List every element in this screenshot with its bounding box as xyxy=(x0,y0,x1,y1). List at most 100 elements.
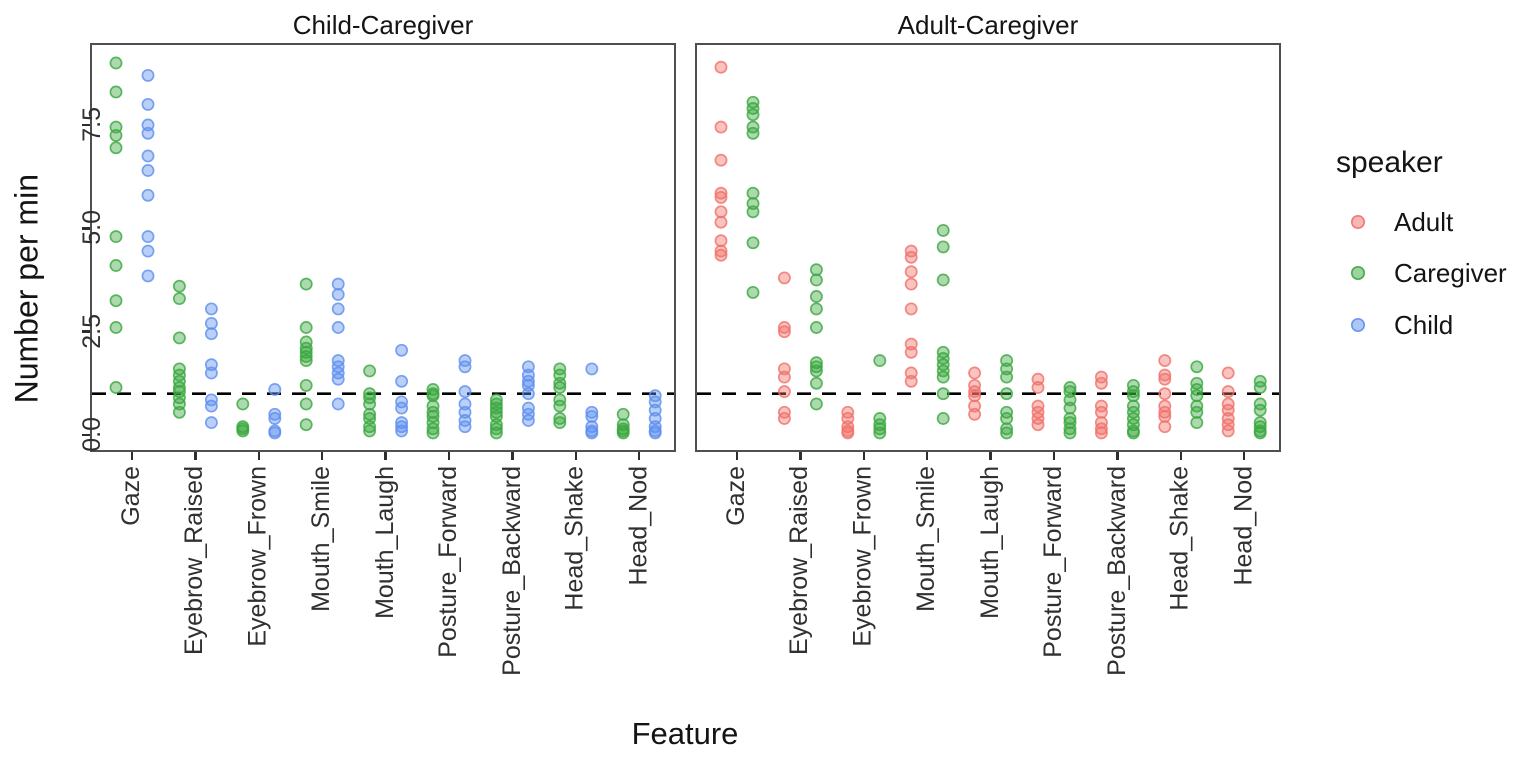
data-point xyxy=(204,366,218,380)
data-point xyxy=(746,236,760,250)
data-point xyxy=(746,186,760,200)
data-point xyxy=(873,422,887,436)
data-point xyxy=(395,401,409,415)
category-label: Posture_Backward xyxy=(497,466,526,676)
data-point xyxy=(331,288,345,301)
data-point xyxy=(1031,418,1045,432)
data-point xyxy=(109,56,123,70)
data-point xyxy=(648,426,662,440)
data-point xyxy=(1063,401,1077,415)
data-point xyxy=(1063,412,1077,425)
y-axis-title: Number per min xyxy=(8,174,44,404)
data-point xyxy=(904,277,918,291)
data-point xyxy=(236,397,250,411)
data-point xyxy=(363,424,377,438)
data-point xyxy=(585,362,599,376)
x-tick xyxy=(447,452,451,460)
x-tick xyxy=(1116,452,1119,460)
data-point xyxy=(141,164,155,177)
data-point xyxy=(458,360,472,374)
data-point xyxy=(968,389,982,403)
data-point xyxy=(746,126,760,140)
y-tick xyxy=(82,227,90,230)
data-point xyxy=(904,345,918,359)
panel-adult-caregiver xyxy=(695,43,1281,452)
data-point xyxy=(172,279,186,293)
data-point xyxy=(141,188,155,202)
data-point xyxy=(395,424,409,438)
y-tick xyxy=(82,123,90,127)
data-point xyxy=(489,405,503,419)
data-point xyxy=(936,387,950,401)
legend-label: Adult xyxy=(1394,206,1454,237)
data-point xyxy=(109,259,123,272)
y-tick-label: 2.5 xyxy=(78,313,106,349)
data-point xyxy=(553,416,567,430)
data-point xyxy=(553,412,567,425)
category-label: Eyebrow_Raised xyxy=(785,466,814,655)
data-point xyxy=(714,215,728,229)
data-point xyxy=(1253,426,1267,440)
data-point xyxy=(777,370,791,384)
data-point xyxy=(1000,370,1014,384)
data-point xyxy=(204,399,218,413)
data-point xyxy=(777,325,791,339)
data-point xyxy=(1094,422,1108,436)
data-point xyxy=(1031,381,1045,394)
data-point xyxy=(299,277,313,291)
data-point xyxy=(714,186,728,200)
data-point xyxy=(204,416,218,430)
data-point xyxy=(904,302,918,316)
data-point xyxy=(1000,422,1014,436)
data-point xyxy=(141,149,155,163)
data-point xyxy=(714,234,728,248)
category-label: Mouth_Laugh xyxy=(975,466,1004,619)
data-point xyxy=(1221,424,1235,438)
data-point xyxy=(109,321,123,334)
data-point xyxy=(1063,381,1077,394)
data-point xyxy=(809,397,823,411)
data-point xyxy=(1158,368,1172,382)
data-point xyxy=(331,277,345,291)
legend-entry-caregiver: Caregiver xyxy=(1350,257,1507,289)
data-point xyxy=(1190,405,1204,419)
data-point xyxy=(172,405,186,419)
x-tick xyxy=(1179,452,1183,460)
data-point xyxy=(714,120,728,134)
data-point xyxy=(426,422,440,436)
data-point xyxy=(426,389,440,403)
x-tick xyxy=(194,452,197,460)
category-label: Posture_Forward xyxy=(1039,466,1067,658)
data-point xyxy=(1190,389,1204,403)
data-point xyxy=(936,273,950,287)
x-tick xyxy=(637,452,641,460)
data-point xyxy=(585,426,599,440)
data-point xyxy=(109,381,123,394)
data-point xyxy=(204,327,218,341)
category-label: Posture_Forward xyxy=(434,466,462,658)
data-point xyxy=(904,374,918,388)
data-point xyxy=(714,60,728,74)
x-tick xyxy=(511,452,514,460)
legend-entry-adult: Adult xyxy=(1350,206,1453,238)
data-point xyxy=(1253,403,1267,417)
data-point xyxy=(395,374,409,388)
data-point xyxy=(1063,426,1077,440)
data-point xyxy=(1158,405,1172,419)
facet-title-child-caregiver: Child-Caregiver xyxy=(292,10,474,40)
data-point xyxy=(141,126,155,140)
data-point xyxy=(363,397,377,411)
data-point xyxy=(1190,360,1204,374)
data-point xyxy=(489,422,503,436)
data-point xyxy=(777,385,791,399)
data-point xyxy=(1221,385,1235,399)
data-point xyxy=(363,420,377,434)
data-point xyxy=(204,316,218,330)
data-point xyxy=(904,250,918,264)
data-point xyxy=(1253,381,1267,394)
data-point xyxy=(746,285,760,299)
data-point xyxy=(1158,420,1172,434)
data-point xyxy=(1190,416,1204,430)
data-point xyxy=(1094,426,1108,440)
x-tick xyxy=(1242,452,1246,460)
